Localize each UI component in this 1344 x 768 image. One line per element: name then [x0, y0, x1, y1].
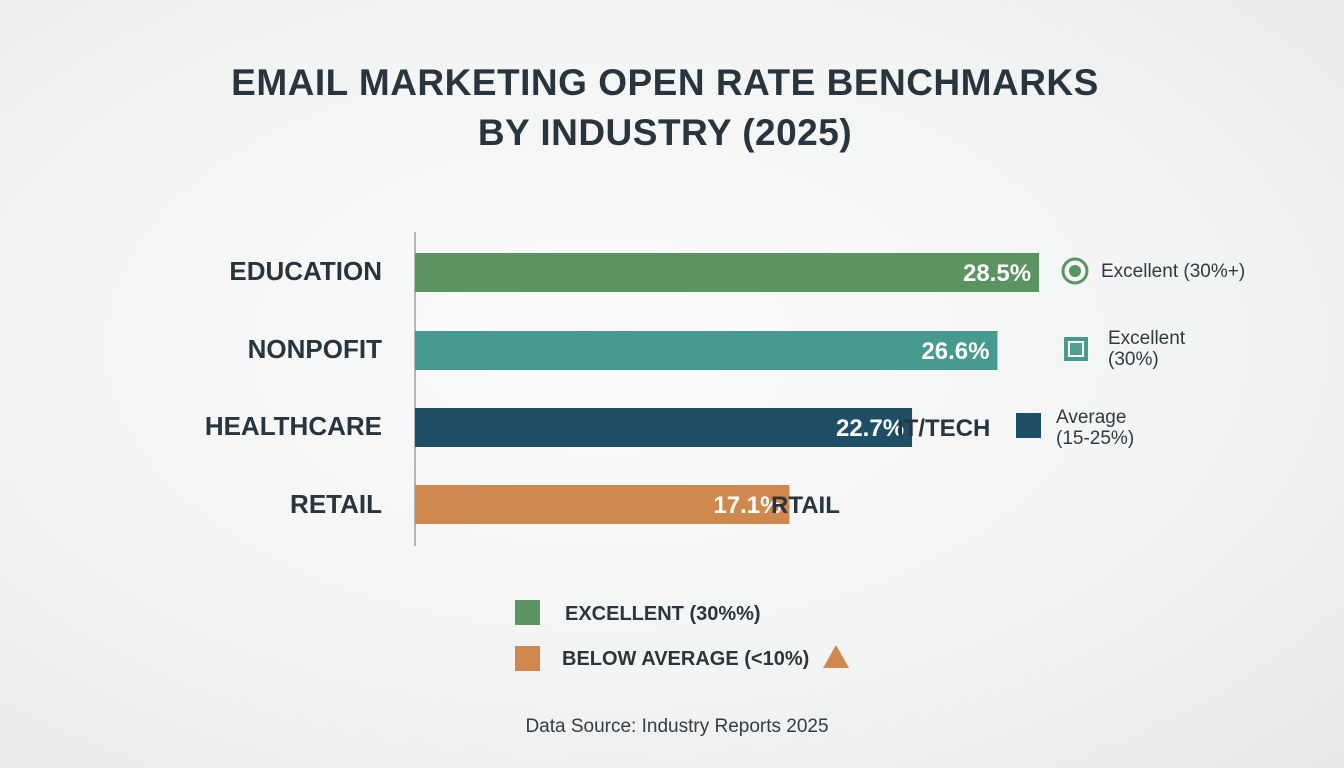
square-outline-inner	[1068, 341, 1084, 357]
category-label: EDUCATION	[229, 256, 382, 286]
annotation-line: Average	[1056, 407, 1127, 428]
legend-label-below-average: BELOW AVERAGE (<10%)	[562, 648, 810, 670]
bar-retail	[415, 485, 790, 524]
category-label: NONPOFIT	[247, 334, 382, 364]
annotation-line: (30%)	[1108, 349, 1159, 370]
bar-nonpofit	[415, 331, 998, 370]
annotation-average: Average (15-25%)	[1056, 407, 1134, 449]
legend-swatch-excellent	[515, 600, 540, 625]
circle-target-dot	[1069, 265, 1081, 277]
data-label: 28.5%	[963, 260, 1031, 287]
annotation-line: Excellent	[1108, 328, 1186, 349]
circle-target-icon	[1061, 257, 1089, 285]
data-label: 26.6%	[921, 338, 989, 365]
annotation-excellent-30plus: Excellent (30%+)	[1101, 261, 1246, 282]
square-icon	[1016, 413, 1041, 438]
annotation-it-tech: IT/TECH	[897, 415, 991, 442]
category-label: HEALTHCARE	[204, 411, 382, 441]
data-label: 17.1%	[713, 492, 781, 519]
data-label: 22.7%	[836, 415, 904, 442]
title-line-2: BY INDUSTRY (2025)	[477, 112, 853, 153]
legend-swatch-below-average	[515, 646, 540, 671]
triangle-icon	[823, 645, 849, 668]
bar-education	[415, 253, 1040, 292]
title-line-1: EMAIL MARKETING OPEN RATE BENCHMARKS	[231, 62, 1099, 103]
data-source: Data Source: Industry Reports 2025	[525, 716, 829, 737]
chart-title: EMAIL MARKETING OPEN RATE BENCHMARKS BY …	[0, 58, 1330, 158]
annotation-rtail: RTAIL	[771, 492, 840, 519]
legend-label-excellent: EXCELLENT (30%%)	[565, 603, 761, 625]
category-label: RETAIL	[290, 489, 382, 519]
annotation-line: (15-25%)	[1056, 428, 1135, 449]
bar-healthcare	[415, 408, 913, 447]
annotation-excellent-30: Excellent (30%)	[1108, 328, 1185, 370]
